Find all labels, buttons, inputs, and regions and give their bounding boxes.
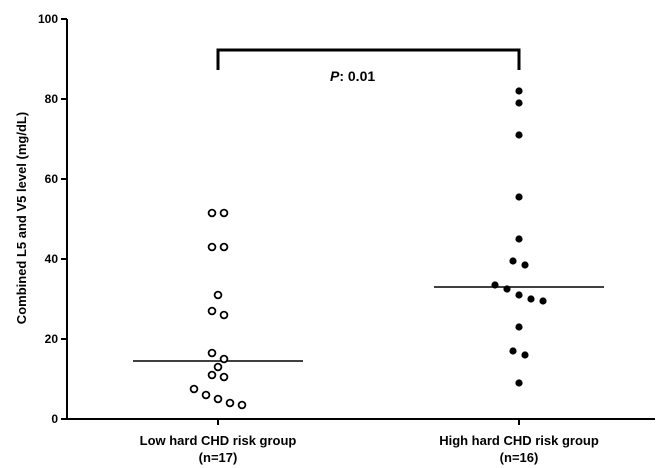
- data-point: [213, 362, 223, 372]
- x-axis: [67, 418, 655, 425]
- data-points: [189, 87, 547, 410]
- p-value-value: : 0.01: [339, 68, 375, 84]
- data-point: [515, 235, 523, 243]
- data-point: [539, 297, 547, 305]
- data-point: [201, 390, 211, 400]
- y-tick-label: 60: [45, 172, 59, 186]
- data-point: [213, 394, 223, 404]
- data-point: [509, 347, 517, 355]
- data-point: [219, 208, 229, 218]
- data-point: [207, 306, 217, 316]
- data-point: [207, 370, 217, 380]
- data-point: [207, 348, 217, 358]
- data-point: [515, 291, 523, 299]
- data-point: [515, 193, 523, 201]
- p-value-annotation: P: 0.01: [330, 68, 375, 84]
- data-point: [515, 87, 523, 95]
- data-point: [219, 310, 229, 320]
- data-point: [515, 131, 523, 139]
- y-axis: 0 20 40 60 80 100: [38, 12, 68, 426]
- data-point: [219, 372, 229, 382]
- category-label: Low hard CHD risk group: [140, 433, 297, 448]
- data-point: [237, 400, 247, 410]
- category-count-label: (n=16): [500, 450, 539, 465]
- category-labels: Low hard CHD risk group (n=17) High hard C…: [140, 433, 599, 465]
- y-axis-title: Combined L5 and V5 level (mg/dL): [14, 112, 29, 324]
- data-point: [491, 281, 499, 289]
- data-point: [509, 257, 517, 265]
- data-point: [515, 379, 523, 387]
- data-point: [527, 295, 535, 303]
- data-point: [225, 398, 235, 408]
- data-point: [521, 351, 529, 359]
- data-point: [213, 290, 223, 300]
- data-point: [207, 208, 217, 218]
- y-tick-label: 20: [45, 332, 59, 346]
- data-point: [219, 242, 229, 252]
- data-point: [515, 323, 523, 331]
- data-point: [189, 384, 199, 394]
- data-point: [207, 242, 217, 252]
- p-value-label: P: [330, 68, 340, 84]
- data-point: [515, 99, 523, 107]
- significance-bracket: [216, 48, 521, 70]
- y-tick-label: 100: [38, 12, 58, 26]
- category-label: High hard CHD risk group: [439, 433, 599, 448]
- median-lines: [133, 286, 604, 362]
- data-point: [503, 285, 511, 293]
- category-count-label: (n=17): [199, 450, 238, 465]
- data-point: [219, 354, 229, 364]
- y-tick-label: 0: [51, 412, 58, 426]
- y-tick-label: 80: [45, 92, 59, 106]
- y-tick-label: 40: [45, 252, 59, 266]
- data-point: [521, 261, 529, 269]
